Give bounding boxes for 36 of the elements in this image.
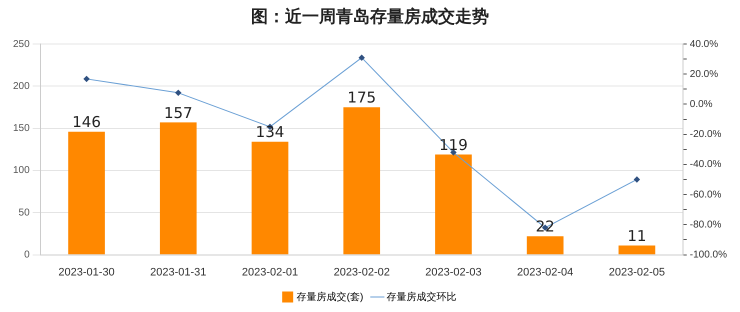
y2-tick-label: 0.0%: [690, 98, 713, 110]
data-label: 146: [72, 113, 101, 132]
y-tick-label: 0: [24, 250, 30, 261]
y-tick-label: 150: [12, 123, 30, 134]
y-tick-label: 50: [18, 207, 30, 218]
y2-tick-label: -60.0%: [690, 189, 722, 200]
legend-label: 存量房成交(套): [296, 290, 364, 303]
data-label: 11: [627, 226, 646, 245]
bar: [160, 122, 197, 254]
y2-tick-label: 20.0%: [690, 68, 718, 80]
y-tick-label: 200: [12, 80, 30, 92]
x-tick-label: 2023-02-05: [608, 266, 666, 278]
x-tick-label: 2023-02-04: [517, 266, 574, 278]
y2-tick-label: -40.0%: [690, 159, 722, 170]
bar: [435, 154, 472, 254]
chart-title: 图：近一周青岛存量房成交走势: [250, 6, 490, 29]
y2-tick-label: -80.0%: [690, 219, 722, 230]
y-tick-label: 250: [12, 38, 30, 50]
bar: [526, 236, 564, 254]
y2-tick-label: -20.0%: [690, 129, 722, 140]
bar: [252, 142, 288, 254]
y2-tick-label: 40.0%: [690, 38, 718, 50]
bar: [618, 246, 656, 254]
y2-tick-label: -100.0%: [690, 250, 728, 261]
bar: [68, 132, 105, 254]
y-tick-label: 100: [12, 165, 30, 176]
data-label: 157: [164, 104, 193, 122]
bar: [343, 107, 380, 254]
x-tick-label: 2023-01-30: [58, 266, 115, 278]
legend-label: 存量房成交环比: [386, 290, 456, 303]
x-tick-label: 2023-02-03: [425, 266, 482, 278]
x-tick-label: 2023-02-01: [242, 266, 298, 278]
data-label: 175: [347, 88, 376, 107]
x-tick-label: 2023-01-31: [150, 266, 206, 278]
x-tick-label: 2023-02-02: [334, 266, 390, 278]
data-label: 134: [256, 123, 284, 142]
